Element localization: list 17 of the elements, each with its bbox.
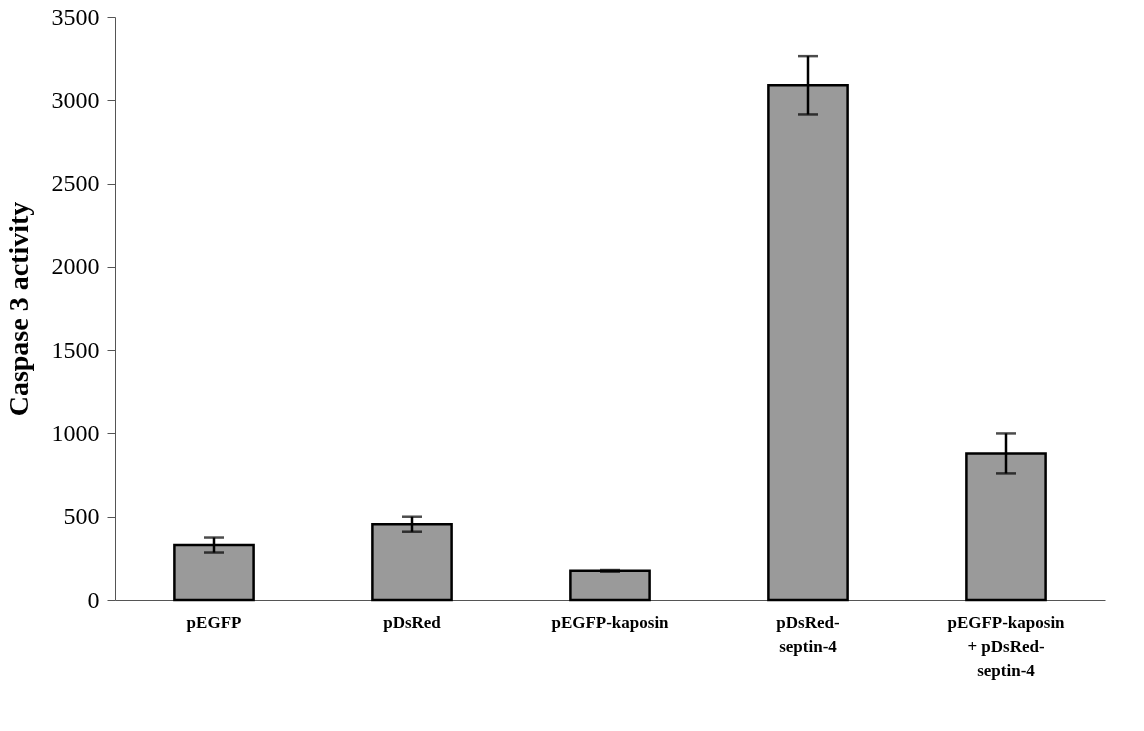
y-tick-label: 500 xyxy=(63,503,100,530)
x-tick-label: pDsRed xyxy=(383,612,442,632)
x-tick-label: pEGFP-kaposin + pDsRed-septin-4 xyxy=(947,612,1066,680)
x-tick-label: pDsRed-septin-4 xyxy=(776,612,840,656)
y-tick-label: 1000 xyxy=(51,419,100,446)
y-tick-label: 3500 xyxy=(51,3,100,30)
y-tick-label: 1500 xyxy=(51,336,100,363)
x-tick-label: pEGFP xyxy=(186,612,242,632)
y-tick-label: 0 xyxy=(87,586,100,613)
bar xyxy=(569,569,651,602)
y-axis-title: Caspase 3 activity xyxy=(2,201,34,417)
y-tick-label: 2000 xyxy=(51,253,100,280)
bar xyxy=(173,543,255,602)
y-tick-label: 3000 xyxy=(51,86,100,113)
bar xyxy=(371,522,453,602)
y-tick-label: 2500 xyxy=(51,170,100,197)
x-tick-label: pEGFP-kaposin xyxy=(551,612,670,632)
